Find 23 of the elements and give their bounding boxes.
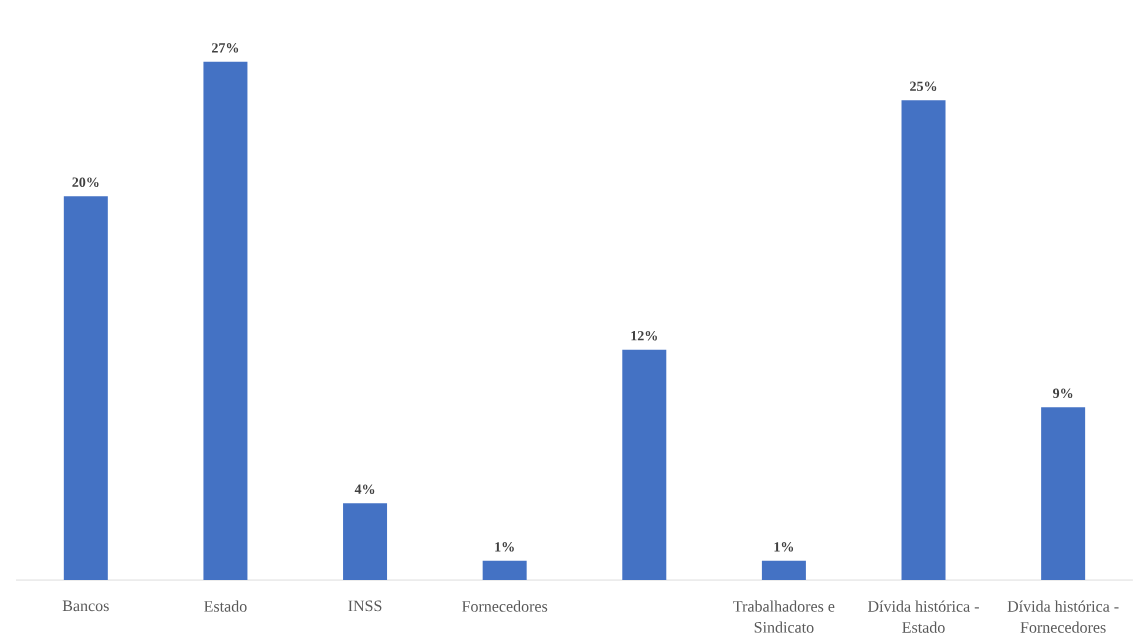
bar [343,503,388,580]
x-tick-label: Dívida histórica - Estado [867,600,979,633]
x-tick-label: Trabalhadores e Sindicato [733,600,835,633]
data-label: 9% [1053,388,1073,399]
bar [482,560,527,580]
x-tick-label: Bancos [62,600,109,612]
bar [63,196,108,580]
x-tick-label: Dívida histórica - Fornecedores [1007,600,1119,633]
bar [761,560,806,580]
data-label: 4% [354,484,375,495]
data-label: 12% [631,330,657,341]
bar [203,61,248,580]
bar [901,100,946,580]
data-label: 1% [495,542,514,552]
data-label: 27% [212,43,239,53]
bar [1041,407,1086,580]
x-tick-label: INSS [348,600,382,612]
x-tick-label: Estado [204,600,247,612]
data-label: 1% [774,542,794,552]
data-label: 25% [910,81,937,91]
x-tick-label: Fornecedores [462,600,548,612]
data-label: 20% [72,177,99,187]
bar [622,349,667,580]
